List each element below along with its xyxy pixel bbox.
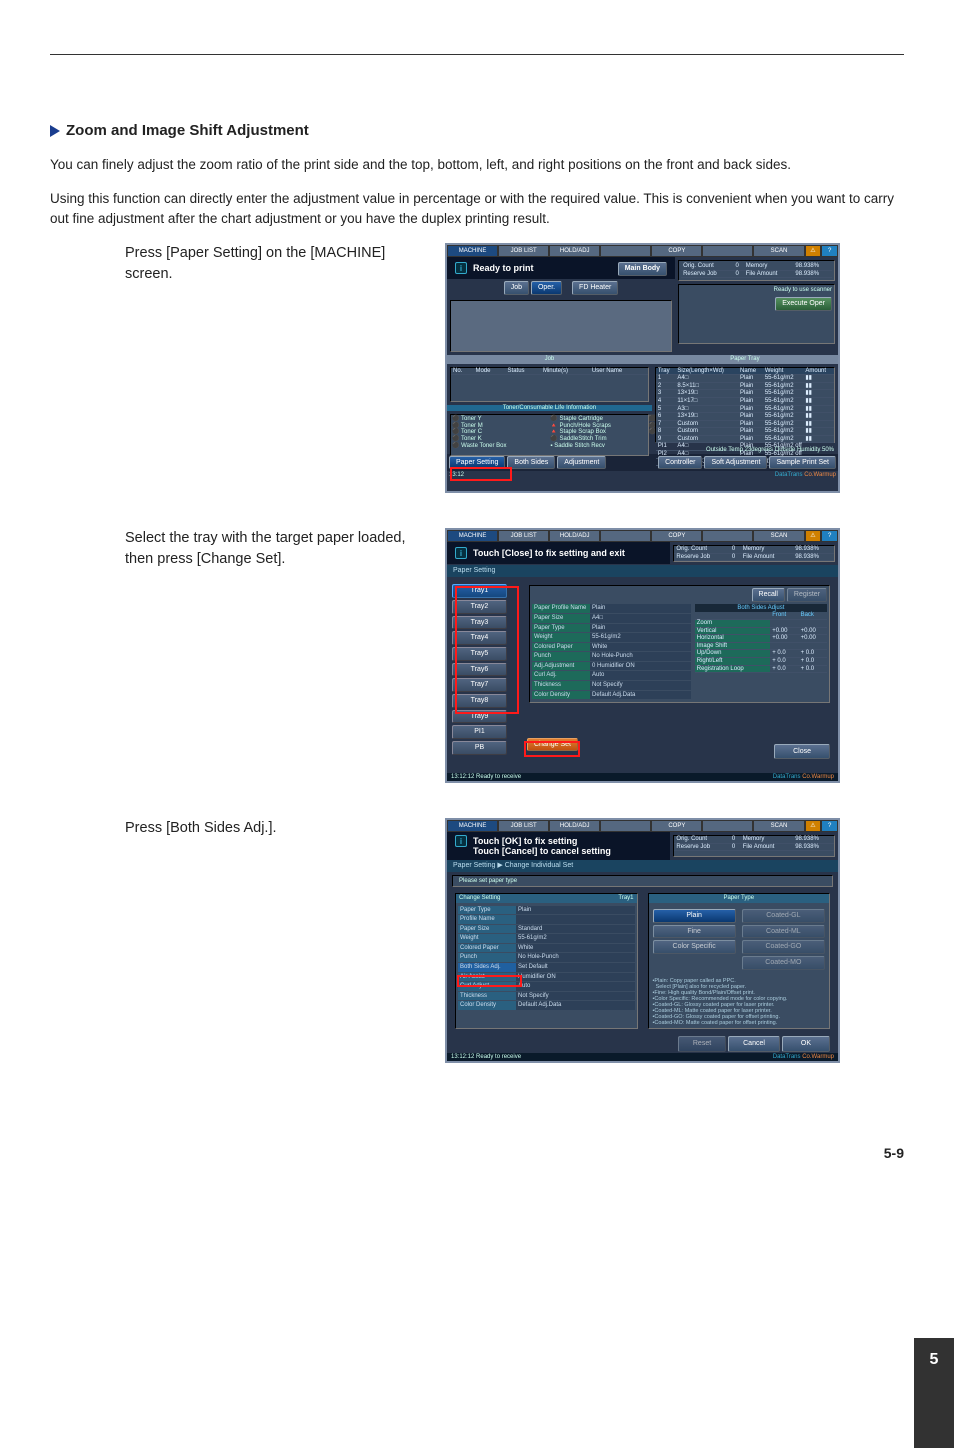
change-setting-panel: Change SettingTray1 Paper TypePlainProfi… — [455, 893, 638, 1029]
highlight-both-sides-adj — [457, 975, 522, 987]
paper-type-panel: Paper Type Plain Fine Color Specific Coa… — [648, 893, 831, 1029]
tab-warn[interactable]: ⚠ — [805, 245, 822, 257]
tab-scan[interactable]: SCAN — [753, 245, 804, 257]
highlight-change-set — [524, 741, 580, 757]
section-title: Zoom and Image Shift Adjustment — [66, 120, 309, 143]
register-btn[interactable]: Register — [787, 588, 827, 602]
preview-panel: Ready to use scanner Execute Oper — [678, 284, 835, 344]
tab-joblist[interactable]: JOB LIST — [498, 245, 549, 257]
section-arrow-icon — [50, 125, 60, 137]
main-body-btn[interactable]: Main Body — [618, 262, 667, 276]
reset-btn[interactable]: Reset — [678, 1036, 726, 1052]
machine-diagram — [450, 300, 672, 352]
cancel-btn[interactable]: Cancel — [728, 1036, 780, 1052]
sample-print-btn[interactable]: Sample Print Set — [769, 456, 836, 470]
info-icon: i — [455, 262, 467, 274]
status-title: Touch [Close] to fix setting and exit — [473, 548, 625, 558]
screenshot-2: MACHINE JOB LIST HOLD/ADJ COPY SCAN ⚠ ? … — [445, 528, 840, 783]
status-ready: Ready to print — [473, 263, 534, 273]
paragraph-1: You can finely adjust the zoom ratio of … — [50, 155, 904, 175]
tab-copy[interactable]: COPY — [651, 245, 702, 257]
tab-holdadj[interactable]: HOLD/ADJ — [549, 245, 600, 257]
soft-adj-btn[interactable]: Soft Adjustment — [704, 456, 767, 470]
paper-tray-hdr: Paper Tray — [652, 355, 838, 364]
job-btn[interactable]: Job — [504, 281, 529, 295]
consumable-list: ⚫ Toner Y⚫ Toner M⚫ Toner C⚫ Toner K ⚫ W… — [450, 414, 649, 456]
highlight-tray-list — [455, 586, 519, 714]
breadcrumb: Paper Setting ▶ Change Individual Set — [447, 860, 838, 872]
tab-machine[interactable]: MACHINE — [447, 245, 498, 257]
statusbar: 13:12:12 Ready to receive — [451, 774, 521, 781]
status-line-1: Touch [OK] to fix setting — [473, 836, 577, 846]
paper-profile-kv: Paper Profile NamePlainPaper SizeA4□Pape… — [532, 604, 691, 700]
ok-btn[interactable]: OK — [782, 1036, 830, 1052]
controller-btn[interactable]: Controller — [658, 456, 702, 470]
both-sides-panel: Both Sides Adjust FrontBackZoomVertical+… — [695, 604, 827, 700]
screenshot-3: MACHINE JOB LIST HOLD/ADJ COPY SCAN ⚠ ? … — [445, 818, 840, 1063]
tab-blank-1[interactable] — [600, 245, 651, 257]
hint-text: Please set paper type — [452, 875, 833, 888]
highlight-paper-setting — [450, 467, 512, 481]
step-1-text: Press [Paper Setting] on the [MACHINE] s… — [125, 243, 445, 493]
info-icon: i — [455, 547, 467, 559]
tab-machine[interactable]: MACHINE — [447, 530, 498, 542]
both-sides-btn[interactable]: Both Sides — [507, 456, 555, 470]
status-line-2: Touch [Cancel] to cancel setting — [473, 846, 611, 856]
chapter-tab: 5 — [914, 1338, 954, 1448]
screenshot-1: MACHINE JOB LIST HOLD/ADJ COPY SCAN ⚠ ? … — [445, 243, 840, 493]
paper-tray-table: TraySize(Length×Wd)NameWeightAmount1A4□P… — [655, 367, 835, 443]
step-2-text: Select the tray with the target paper lo… — [125, 528, 445, 783]
scanner-btn[interactable]: Execute Oper — [775, 297, 832, 311]
fd-heater-btn[interactable]: FD Heater — [572, 281, 618, 295]
papertype-plain[interactable]: Plain — [653, 909, 736, 923]
job-table: No.ModeStatusMinute(s)User Name — [450, 367, 649, 402]
step-3-text: Press [Both Sides Adj.]. — [125, 818, 445, 1063]
oper-btn[interactable]: Oper. — [531, 281, 562, 295]
papertype-colorspec[interactable]: Color Specific — [653, 940, 736, 954]
papertype-desc: •Plain: Copy paper called as PPC. Select… — [649, 976, 830, 1028]
adjustment-btn[interactable]: Adjustment — [557, 456, 606, 470]
consumable-hdr: Toner/Consumable Life Information — [447, 405, 652, 412]
page-number: 5-9 — [884, 1143, 904, 1164]
recall-btn[interactable]: Recall — [752, 588, 785, 602]
close-btn[interactable]: Close — [774, 744, 830, 760]
tab-blank-2[interactable] — [702, 245, 753, 257]
statusbar: 13:12:12 Ready to receive — [451, 1054, 521, 1061]
info-icon: i — [455, 835, 467, 847]
tab-help[interactable]: ? — [821, 245, 838, 257]
paragraph-2: Using this function can directly enter t… — [50, 189, 904, 230]
papertype-fine[interactable]: Fine — [653, 925, 736, 939]
breadcrumb: Paper Setting — [447, 565, 838, 577]
